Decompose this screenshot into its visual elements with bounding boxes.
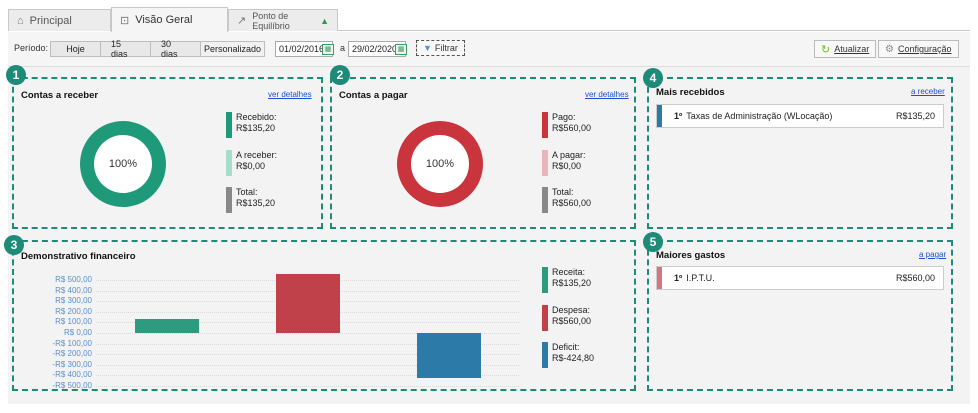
calendar-icon[interactable]: ▦ <box>395 44 407 55</box>
badge-4: 4 <box>643 68 663 88</box>
y-tick-label: R$ 200,00 <box>55 306 92 316</box>
a-receber-link[interactable]: a receber <box>911 87 945 96</box>
legend-recebido: Recebido: R$135,20 <box>226 112 277 138</box>
gear-icon: ⚙ <box>885 43 894 55</box>
legend-deficit: Deficit: R$-424,80 <box>542 342 594 368</box>
y-tick-label: -R$ 500,00 <box>52 381 92 390</box>
tab-visao-geral[interactable]: ⊡ Visão Geral <box>111 7 228 32</box>
y-tick-label: R$ 300,00 <box>55 296 92 306</box>
funnel-icon: ▼ <box>423 43 432 53</box>
legend-swatch <box>542 150 548 176</box>
gridline <box>96 333 519 334</box>
donut-center: 100% <box>94 135 152 193</box>
period-segments: Hoje 15 dias 30 dias Personalizado <box>50 39 265 59</box>
y-tick-label: R$ 400,00 <box>55 285 92 295</box>
tab-ponto-equilibrio[interactable]: ↗ Ponto de Equilíbrio ▲ <box>228 9 338 31</box>
financial-bar-chart: R$ 500,00 R$ 400,00 R$ 300,00 R$ 200,00 R$ 1… <box>14 242 634 390</box>
segment-personalizado[interactable]: Personalizado <box>201 42 264 56</box>
panel-title: Mais recebidos <box>656 87 725 98</box>
legend-swatch <box>542 342 548 368</box>
legend-swatch <box>542 305 548 331</box>
refresh-icon: ↻ <box>821 43 831 56</box>
panel-title: Contas a pagar <box>339 90 408 101</box>
gridline <box>96 343 519 345</box>
filter-button[interactable]: ▼ Filtrar <box>416 40 465 56</box>
badge-5: 5 <box>643 232 663 252</box>
list-item[interactable]: 1º I.P.T.U. R$560,00 <box>656 266 944 290</box>
segment-15-dias[interactable]: 15 dias <box>101 39 151 59</box>
item-color-strip <box>657 267 662 289</box>
calendar-icon[interactable]: ▦ <box>322 44 334 55</box>
ver-detalhes-link[interactable]: ver detalhes <box>585 90 629 99</box>
gridline <box>96 354 519 356</box>
y-tick-label: -R$ 200,00 <box>52 349 92 359</box>
a-pagar-link[interactable]: a pagar <box>919 250 947 259</box>
tab-marker: ▲ <box>320 15 329 26</box>
legend-swatch <box>542 267 548 293</box>
legend-total: Total: R$560,00 <box>542 187 591 213</box>
y-tick-label: R$ 0,00 <box>63 328 92 337</box>
legend-total: Total: R$135,20 <box>226 187 275 213</box>
tab-bar: ⌂ Principal ⊡ Visão Geral ↗ Ponto de Equ… <box>8 7 970 32</box>
pagar-donut: 100% <box>397 121 483 207</box>
panel-mais-recebidos: Mais recebidos a receber 1º Taxas de Adm… <box>647 77 953 229</box>
bar-deficit[interactable] <box>416 333 481 379</box>
refresh-button[interactable]: ↻ Atualizar <box>814 40 877 58</box>
legend-swatch <box>226 150 232 176</box>
panel-title: Maiores gastos <box>656 250 726 261</box>
y-tick-label: R$ 500,00 <box>55 275 92 284</box>
date-separator: a <box>340 43 346 53</box>
legend-despesa: Despesa: R$560,00 <box>542 305 591 331</box>
legend-swatch <box>226 187 232 213</box>
bar-receita[interactable] <box>134 318 199 333</box>
panel-demonstrativo: Demonstrativo financeiro R$ 500,00 R$ 400… <box>12 240 636 391</box>
legend-receita: Receita: R$135,20 <box>542 267 591 293</box>
panel-title: Contas a receber <box>21 90 99 101</box>
panel-contas-pagar: Contas a pagar ver detalhes 100% Pago: R$… <box>330 77 636 229</box>
line-chart-icon: ↗ <box>237 15 247 27</box>
tab-principal[interactable]: ⌂ Principal <box>8 9 111 31</box>
bar-despesa[interactable] <box>275 273 340 333</box>
legend-swatch <box>226 112 232 138</box>
gridline <box>96 386 519 387</box>
legend-swatch <box>542 112 548 138</box>
badge-1: 1 <box>6 65 26 85</box>
house-icon: ⌂ <box>17 14 24 27</box>
config-button[interactable]: ⚙ Configuração <box>878 40 959 58</box>
y-tick-label: -R$ 300,00 <box>52 359 92 369</box>
list-item[interactable]: 1º Taxas de Administração (WLocação) R$1… <box>656 104 944 128</box>
y-tick-label: -R$ 400,00 <box>52 370 92 380</box>
item-color-strip <box>657 105 662 127</box>
ver-detalhes-link[interactable]: ver detalhes <box>268 90 312 99</box>
y-tick-label: -R$ 100,00 <box>52 338 92 348</box>
gridline <box>96 375 519 377</box>
legend-a-receber: A receber: R$0,00 <box>226 150 277 176</box>
panel-contas-receber: Contas a receber ver detalhes 100% Receb… <box>12 77 323 229</box>
segment-30-dias[interactable]: 30 dias <box>151 39 201 59</box>
y-tick-label: R$ 100,00 <box>55 317 92 327</box>
magnifier-chart-icon: ⊡ <box>120 14 130 27</box>
panel-title: Demonstrativo financeiro <box>21 251 136 262</box>
legend-a-pagar: A pagar: R$0,00 <box>542 150 586 176</box>
segment-hoje[interactable]: Hoje <box>51 42 101 56</box>
periodo-label: Período: <box>14 43 49 53</box>
receber-donut: 100% <box>80 121 166 207</box>
panel-maiores-gastos: Maiores gastos a pagar 1º I.P.T.U. R$560… <box>647 240 953 391</box>
badge-2: 2 <box>330 65 350 85</box>
filter-toolbar: Período: Hoje 15 dias 30 dias Personaliz… <box>8 32 970 67</box>
legend-pago: Pago: R$560,00 <box>542 112 591 138</box>
gridline <box>96 364 519 366</box>
donut-center: 100% <box>411 135 469 193</box>
legend-swatch <box>542 187 548 213</box>
badge-3: 3 <box>4 235 24 255</box>
